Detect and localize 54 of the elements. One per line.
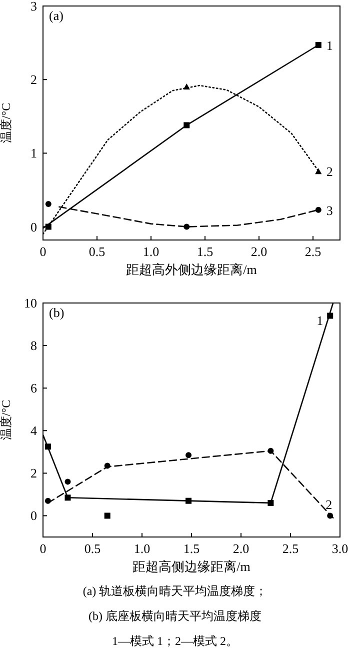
x-tick-label: 2.0 xyxy=(232,541,250,556)
point xyxy=(327,312,334,319)
x-tick-label: 1.5 xyxy=(183,541,200,556)
x-tick-label: 1.0 xyxy=(142,244,160,259)
x-tick-label: 3.0 xyxy=(332,541,348,556)
y-tick-label: 0 xyxy=(30,219,37,234)
point xyxy=(104,462,110,469)
x-tick-label: 2.5 xyxy=(282,541,299,556)
point xyxy=(315,206,322,213)
y-tick-label: 2 xyxy=(30,72,37,88)
y-axis-title: 温度/°C xyxy=(0,400,13,440)
point xyxy=(64,478,71,485)
y-tick-label: 4 xyxy=(30,423,38,438)
y-tick-label: 6 xyxy=(30,380,38,396)
y-tick-label: 0 xyxy=(30,508,37,524)
point xyxy=(45,200,52,207)
chart-title: (a) xyxy=(49,8,64,23)
point xyxy=(184,224,190,230)
x-tick-label: 1.5 xyxy=(196,244,214,259)
x-tick-label: 0.5 xyxy=(88,244,106,259)
y-axis-title: 温度/°C xyxy=(0,102,13,144)
point xyxy=(268,448,274,454)
series-label: 2 xyxy=(326,164,333,179)
point xyxy=(327,512,334,519)
x-tick-label: 0.5 xyxy=(84,541,101,556)
point xyxy=(64,494,71,501)
point xyxy=(186,452,192,458)
x-tick-label: 1.0 xyxy=(134,541,150,556)
x-axis-title: 距超高外侧边缘距离/m xyxy=(126,262,257,277)
text: 1—模式 1；2—模式 2。 xyxy=(112,634,238,648)
point xyxy=(44,444,51,450)
point xyxy=(183,83,190,90)
x-tick-label: 2.0 xyxy=(250,244,268,259)
point xyxy=(104,512,110,519)
point xyxy=(268,500,274,506)
point xyxy=(184,122,190,128)
y-tick-label: 2 xyxy=(30,466,37,481)
y-tick-label: 1 xyxy=(30,146,37,161)
series-label: 1 xyxy=(316,313,324,328)
x-axis-title: 距超高侧边缘距离/m xyxy=(132,559,250,574)
series-label: 1 xyxy=(326,38,333,53)
x-tick-label: 2.5 xyxy=(304,244,322,259)
text: (a) 轨道板横向晴天平均温度梯度； xyxy=(82,584,268,598)
series-label: 3 xyxy=(326,202,333,218)
y-tick-label: 10 xyxy=(24,296,37,310)
y-tick-label: 8 xyxy=(30,338,37,354)
chart-title: (b) xyxy=(49,305,64,320)
point xyxy=(186,498,192,504)
y-tick-label: 3 xyxy=(30,0,37,14)
text: (b) 底座板横向晴天平均温度梯度 xyxy=(88,609,262,623)
point xyxy=(315,42,322,48)
point xyxy=(44,498,51,504)
point xyxy=(315,168,322,174)
series-label: 2 xyxy=(326,496,332,512)
